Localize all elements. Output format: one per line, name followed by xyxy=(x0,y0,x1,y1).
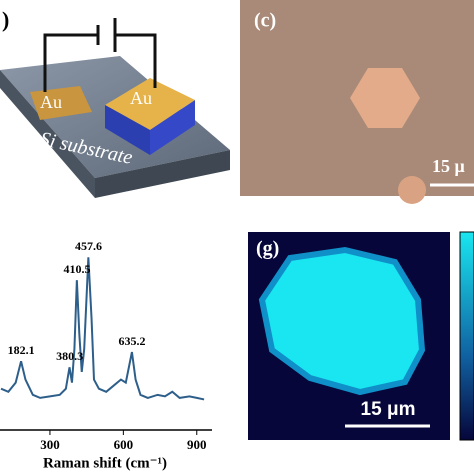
electrode-left xyxy=(30,86,92,120)
substrate-side xyxy=(0,70,95,198)
panel-label: ) xyxy=(2,7,9,32)
peak-label: 635.2 xyxy=(118,334,145,348)
peak-label: 182.1 xyxy=(8,343,35,357)
flake xyxy=(398,176,426,204)
spectrum xyxy=(0,257,205,401)
schematic-panel: ) Au Au Si substrate xyxy=(0,7,230,198)
x-tick-label: 600 xyxy=(114,437,134,452)
micrograph-panel: (c) 15 μ xyxy=(240,0,474,204)
wire xyxy=(115,33,157,88)
scale-bar-label: 15 μ xyxy=(432,156,465,176)
wire xyxy=(43,33,98,92)
colorbar xyxy=(459,231,474,441)
x-tick-label: 300 xyxy=(40,437,60,452)
x-axis-label: Raman shift (cm⁻¹) xyxy=(43,455,167,471)
peak-label: 457.6 xyxy=(75,239,102,253)
peak-label: 380.3 xyxy=(56,349,83,363)
crystal-front xyxy=(150,100,195,155)
raman-chart: Raman shift (cm⁻¹) 300 600 900 182.1 380.3 41… xyxy=(0,239,212,471)
crystal-side xyxy=(105,105,150,155)
electrode-label: Au xyxy=(40,92,62,112)
map-panel: (g) 15 μm xyxy=(248,231,474,441)
electrode-label: Au xyxy=(130,88,152,108)
substrate-front xyxy=(95,150,230,198)
flake xyxy=(350,68,420,128)
scale-bar-label: 15 μm xyxy=(361,399,416,420)
panel-label: (c) xyxy=(254,10,276,32)
panel-label: (g) xyxy=(256,238,279,260)
x-tick-label: 900 xyxy=(187,437,207,452)
crystal-top xyxy=(105,78,195,130)
peak-label: 410.5 xyxy=(63,262,90,276)
map-flake xyxy=(258,246,426,396)
